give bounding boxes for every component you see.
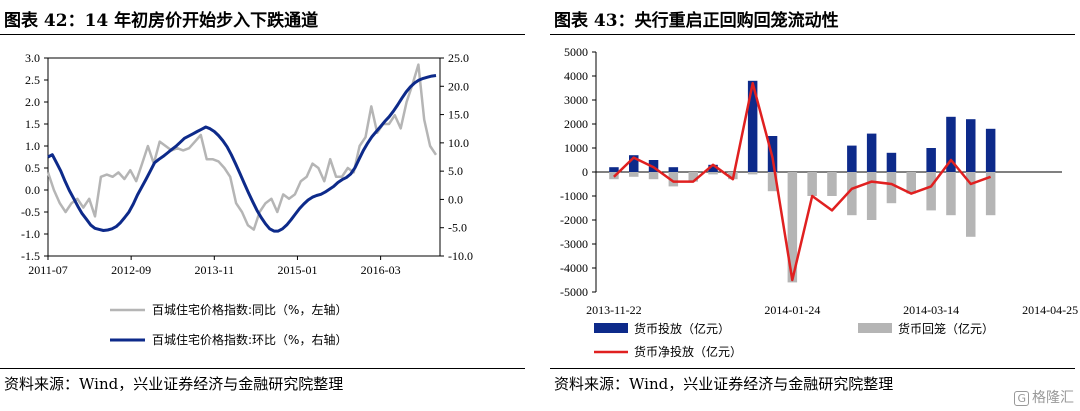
watermark-text: 格隆汇 [1032,390,1074,406]
legend-label-withdrawal: 货币回笼（亿元） [898,321,994,336]
left-y-tick-label: 1.0 [25,139,40,153]
right-chart-panel: 图表 43：央行重启正回购回笼流动性 5000 4000 3000 2000 1000 0… [550,0,1080,411]
bar-money-withdrawal [827,172,837,196]
y-tick-label: -3000 [560,237,588,251]
right-bottom-rule [550,368,1075,369]
bar-money-injection [886,152,897,172]
bar-money-withdrawal [886,172,897,204]
right-chart-title: 图表 43：央行重启正回购回笼流动性 [554,11,839,31]
left-top-rule [0,34,525,35]
series-yoy-line [46,63,438,231]
bar-money-withdrawal [807,172,817,196]
bar-money-injection [609,167,619,172]
y-tick-label: -4000 [560,261,588,275]
left-y-tick-label: -0.5 [21,205,40,219]
left-bottom-rule [0,368,525,369]
left-y-tick-label: 3.0 [25,51,40,65]
left-plot-frame [47,57,441,257]
y-tick-label: -5000 [560,285,588,299]
left-y-tick-label: 2.5 [25,73,40,87]
left-chart-title: 图表 42：14 年初房价开始步入下跌通道 [4,11,319,31]
right-top-rule [550,34,1075,35]
bar-money-injection [708,164,718,172]
bar-money-withdrawal [926,172,936,211]
bar-money-withdrawal [985,172,996,216]
legend-label-yoy: 百城住宅价格指数:同比（%，左轴） [152,302,347,317]
left-chart-panel: 图表 42：14 年初房价开始步入下跌通道 3.0 2.5 2.0 1.5 1.0 0.5… [0,0,530,411]
y-tick-label: 4000 [564,69,588,83]
left-y-tick-label: 0.0 [25,183,40,197]
watermark: G 格隆汇 [1014,387,1074,407]
bar-money-withdrawal [708,172,718,175]
left-y-tick-label: 2.0 [25,95,40,109]
bar-money-injection [985,128,996,172]
bar-money-withdrawal [767,172,778,192]
bar-money-withdrawal [747,172,758,175]
y-tick-label: 1000 [564,141,588,155]
right-y-tick-label: 15.0 [448,108,469,122]
legend-label-net-injection: 货币净投放（亿元） [634,344,742,359]
x-tick-label: 2012-09 [111,263,151,277]
y-tick-label: -1000 [560,189,588,203]
right-y-tick-label: 20.0 [448,79,469,93]
bar-money-injection [866,133,877,172]
bar-money-withdrawal [866,172,877,220]
bar-money-withdrawal [946,172,956,216]
bar-money-withdrawal [648,172,659,180]
x-tick-label: 2016-03 [361,263,401,277]
legend-label-injection: 货币投放（亿元） [634,321,730,336]
right-bar-chart: 5000 4000 3000 2000 1000 0 -1000 -2000 -3000 -400… [560,45,1078,359]
left-y-tick-label: 0.5 [25,161,40,175]
x-tick-label: 2013-11-22 [586,303,642,317]
x-tick-label: 2015-01 [277,263,317,277]
y-tick-label: 3000 [564,93,588,107]
bar-money-injection [926,148,936,172]
bar-money-withdrawal [966,172,976,237]
x-tick-label: 2013-11 [195,263,235,277]
bar-money-withdrawal [629,172,639,177]
bar-money-injection [946,116,956,172]
y-tick-label: -2000 [560,213,588,227]
right-y-tick-label: -10.0 [448,249,473,263]
right-y-tick-label: 5.0 [448,164,463,178]
series-net-injection-line [613,81,992,282]
right-y-tick-label: 0.0 [448,192,463,206]
y-tick-label: 5000 [564,45,588,59]
left-y-tick-label: -1.0 [21,227,40,241]
legend-swatch-withdrawal [858,323,892,333]
legend-swatch-injection [594,323,628,333]
bar-money-withdrawal [787,172,798,283]
x-tick-label: 2014-04-25 [1022,303,1078,317]
right-source-note: 资料来源：Wind，兴业证券经济与金融研究院整理 [554,375,894,393]
bar-money-withdrawal [688,172,698,182]
y-tick-label: 0 [582,165,588,179]
x-tick-label: 2011-07 [28,263,68,277]
right-y-tick-label: -5.0 [448,221,467,235]
left-line-chart: 3.0 2.5 2.0 1.5 1.0 0.5 0.0 -0.5 -1.0 -1.5 25.0 20.… [21,51,473,347]
left-y-tick-label: -1.5 [21,249,40,263]
bar-money-injection [966,119,976,172]
legend-label-mom: 百城住宅价格指数:环比（%，右轴） [152,332,347,347]
x-tick-label: 2014-01-24 [764,303,820,317]
x-tick-label: 2014-03-14 [903,303,959,317]
bar-money-withdrawal [847,172,857,216]
right-y-tick-label: 10.0 [448,136,469,150]
bar-money-withdrawal [668,172,679,187]
right-y-tick-label: 25.0 [448,51,469,65]
bar-money-injection [668,167,679,172]
left-source-note: 资料来源：Wind，兴业证券经济与金融研究院整理 [4,375,344,393]
watermark-logo-icon: G [1014,391,1029,406]
y-tick-label: 2000 [564,117,588,131]
bar-money-injection [747,80,758,172]
bar-money-injection [847,145,857,172]
bar-money-withdrawal [906,172,916,194]
left-y-tick-label: 1.5 [25,117,40,131]
bar-money-injection [629,155,639,172]
series-mom-line [47,74,437,233]
